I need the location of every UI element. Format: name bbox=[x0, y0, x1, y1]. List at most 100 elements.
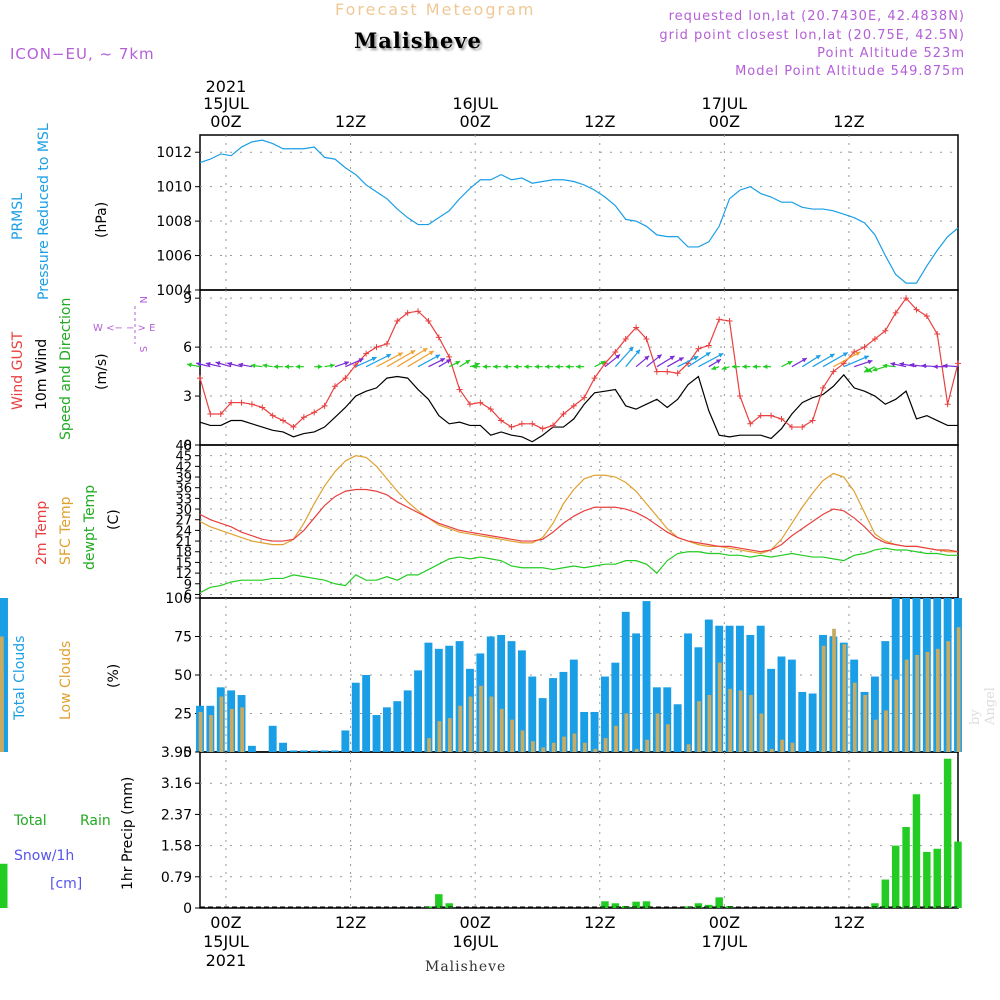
low-cloud-bar bbox=[458, 705, 463, 752]
total-cloud-bar bbox=[621, 611, 630, 752]
gust-point bbox=[280, 417, 287, 424]
low-cloud-bar bbox=[603, 738, 608, 752]
gust-point bbox=[871, 335, 878, 342]
gust-point bbox=[197, 375, 203, 382]
low-cloud-bar bbox=[229, 708, 234, 752]
gust-point bbox=[944, 401, 951, 408]
wind-arrow-head bbox=[921, 363, 926, 369]
total-cloud-bar bbox=[777, 656, 786, 752]
prmsl-label: PRMSL bbox=[10, 193, 26, 240]
wind-arrow-head bbox=[752, 364, 758, 370]
low-cloud-bar bbox=[198, 711, 203, 752]
total-cloud-bar bbox=[528, 676, 537, 752]
wind-arrow-head bbox=[628, 346, 634, 352]
gust-point bbox=[570, 402, 577, 409]
model-altitude: Model Point Altitude 549.875m bbox=[735, 64, 965, 79]
wind-arrow-head bbox=[863, 368, 869, 373]
low-cloud-bar bbox=[904, 659, 909, 752]
y-tick-label: 45 bbox=[175, 450, 192, 465]
wind-arrow-head bbox=[615, 354, 621, 360]
panel-frame-0 bbox=[199, 134, 959, 291]
wind-arrow-head bbox=[386, 354, 392, 359]
low-cloud-bar bbox=[531, 741, 535, 752]
wind-arrow-head bbox=[329, 363, 335, 369]
wind-arrow-head bbox=[196, 361, 202, 367]
low-cloud-bar bbox=[447, 718, 452, 752]
gust-point bbox=[435, 334, 442, 341]
clouds-unit: (%) bbox=[106, 664, 122, 688]
y-tick-label: 1010 bbox=[156, 180, 192, 196]
top-axis-hour: 00Z bbox=[210, 112, 241, 131]
wind-arrow-head bbox=[801, 358, 807, 363]
bottom-axis-hour: 12Z bbox=[833, 913, 864, 932]
gust-point bbox=[581, 394, 588, 401]
dewpt-line bbox=[199, 547, 958, 594]
gust-point bbox=[830, 368, 837, 375]
y-tick-label: 6 bbox=[183, 340, 192, 356]
y-tick-label: 1012 bbox=[156, 145, 192, 161]
total-cloud-bar bbox=[310, 750, 319, 752]
precip-unit: 1hr Precip (mm) bbox=[120, 777, 136, 890]
y-tick-label: 24 bbox=[175, 524, 192, 539]
low-cloud-bar bbox=[780, 739, 784, 752]
total-cloud-bar bbox=[746, 634, 755, 752]
low-cloud-bar bbox=[562, 736, 566, 752]
bottom-axis-hour: 00Z bbox=[210, 913, 241, 932]
rain-bar bbox=[943, 758, 952, 908]
low-cloud-bar bbox=[624, 713, 629, 752]
gust-point bbox=[363, 350, 370, 357]
top-axis-hour: 12Z bbox=[335, 112, 366, 131]
wind-arrow-head bbox=[731, 364, 737, 370]
wind-gust-label: Wind GUST bbox=[10, 331, 26, 410]
y-tick-label: 36 bbox=[175, 482, 192, 497]
gust-point bbox=[892, 309, 899, 316]
total-cloud-bar bbox=[673, 704, 682, 752]
low-cloud-bar bbox=[956, 627, 961, 752]
low-cloud-bar bbox=[873, 719, 878, 752]
low-cloud-bar bbox=[219, 696, 224, 752]
gust-point bbox=[705, 342, 712, 349]
wind-arrow-head bbox=[899, 361, 905, 367]
wind-arrow-head bbox=[503, 364, 508, 370]
y-tick-label: 9 bbox=[184, 578, 192, 593]
y-tick-label: 1008 bbox=[156, 214, 192, 230]
wind-arrow bbox=[698, 352, 724, 368]
total-cloud-bar bbox=[393, 701, 402, 752]
location-title: Malisheve bbox=[354, 28, 482, 53]
wind-arrow-head bbox=[829, 353, 835, 359]
wind-arrow-head bbox=[513, 364, 519, 370]
y-tick-label: 3.16 bbox=[161, 776, 192, 792]
wind-arrow-head bbox=[238, 362, 244, 368]
gust-point bbox=[539, 425, 546, 432]
total-cloud-bar bbox=[611, 662, 620, 752]
top-axis-hour: 12Z bbox=[584, 112, 615, 131]
rain-bar bbox=[694, 903, 703, 908]
wind-arrow-head bbox=[410, 350, 416, 355]
low-cloud-bar bbox=[666, 724, 670, 752]
gust-point bbox=[321, 402, 328, 409]
total-cloud-bar bbox=[247, 745, 256, 752]
y-tick-label: 15 bbox=[175, 556, 192, 571]
total-cloud-bar bbox=[434, 648, 443, 752]
panel-frame-2 bbox=[199, 444, 959, 599]
gust-point bbox=[903, 295, 910, 302]
gust-point bbox=[550, 422, 557, 429]
wind-arrow-head bbox=[440, 358, 446, 363]
gust-point bbox=[373, 344, 380, 351]
wind-arrow-head bbox=[493, 364, 498, 370]
low-cloud-bar bbox=[707, 695, 712, 752]
wind-arrow-head bbox=[344, 361, 350, 366]
wind-arrow-head bbox=[482, 364, 488, 370]
rain-bar bbox=[642, 901, 651, 908]
wind-arrow-head bbox=[867, 359, 873, 365]
y-tick-label: 12 bbox=[175, 567, 192, 582]
total-cloud-bar bbox=[694, 647, 703, 752]
total-cloud-bar bbox=[642, 601, 651, 752]
total-cloud-bar bbox=[507, 641, 516, 752]
gust-point bbox=[228, 399, 235, 406]
gust-line bbox=[199, 297, 959, 430]
gust-point bbox=[809, 417, 816, 424]
rain-bar bbox=[601, 901, 609, 908]
gust-point bbox=[383, 340, 390, 347]
low-cloud-bar bbox=[240, 707, 245, 752]
